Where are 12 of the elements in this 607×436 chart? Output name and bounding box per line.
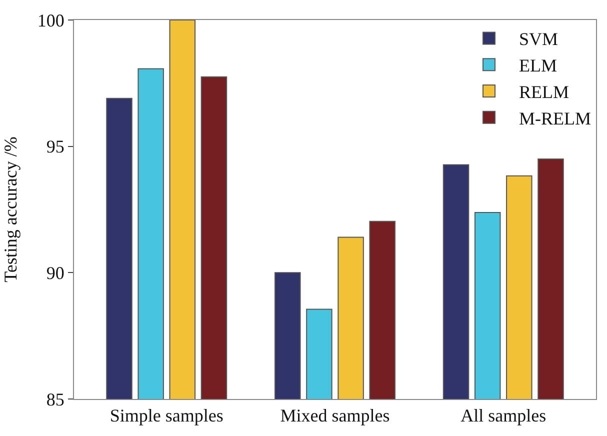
y-tick-label: 85 [46,389,64,410]
legend-label: ELM [519,56,557,76]
x-tick-label: Simple samples [110,406,224,426]
y-tick-label: 100 [37,10,64,30]
y-tick-label: 95 [46,136,64,157]
legend-label: M-RELM [519,108,591,128]
legend-label: RELM [519,82,570,102]
x-tick-label: All samples [460,406,546,426]
y-tick-label: 90 [46,262,64,283]
legend-label: SVM [519,29,558,50]
y-axis-title: Testing accuracy /% [0,136,21,282]
x-tick-label: Mixed samples [280,406,390,426]
